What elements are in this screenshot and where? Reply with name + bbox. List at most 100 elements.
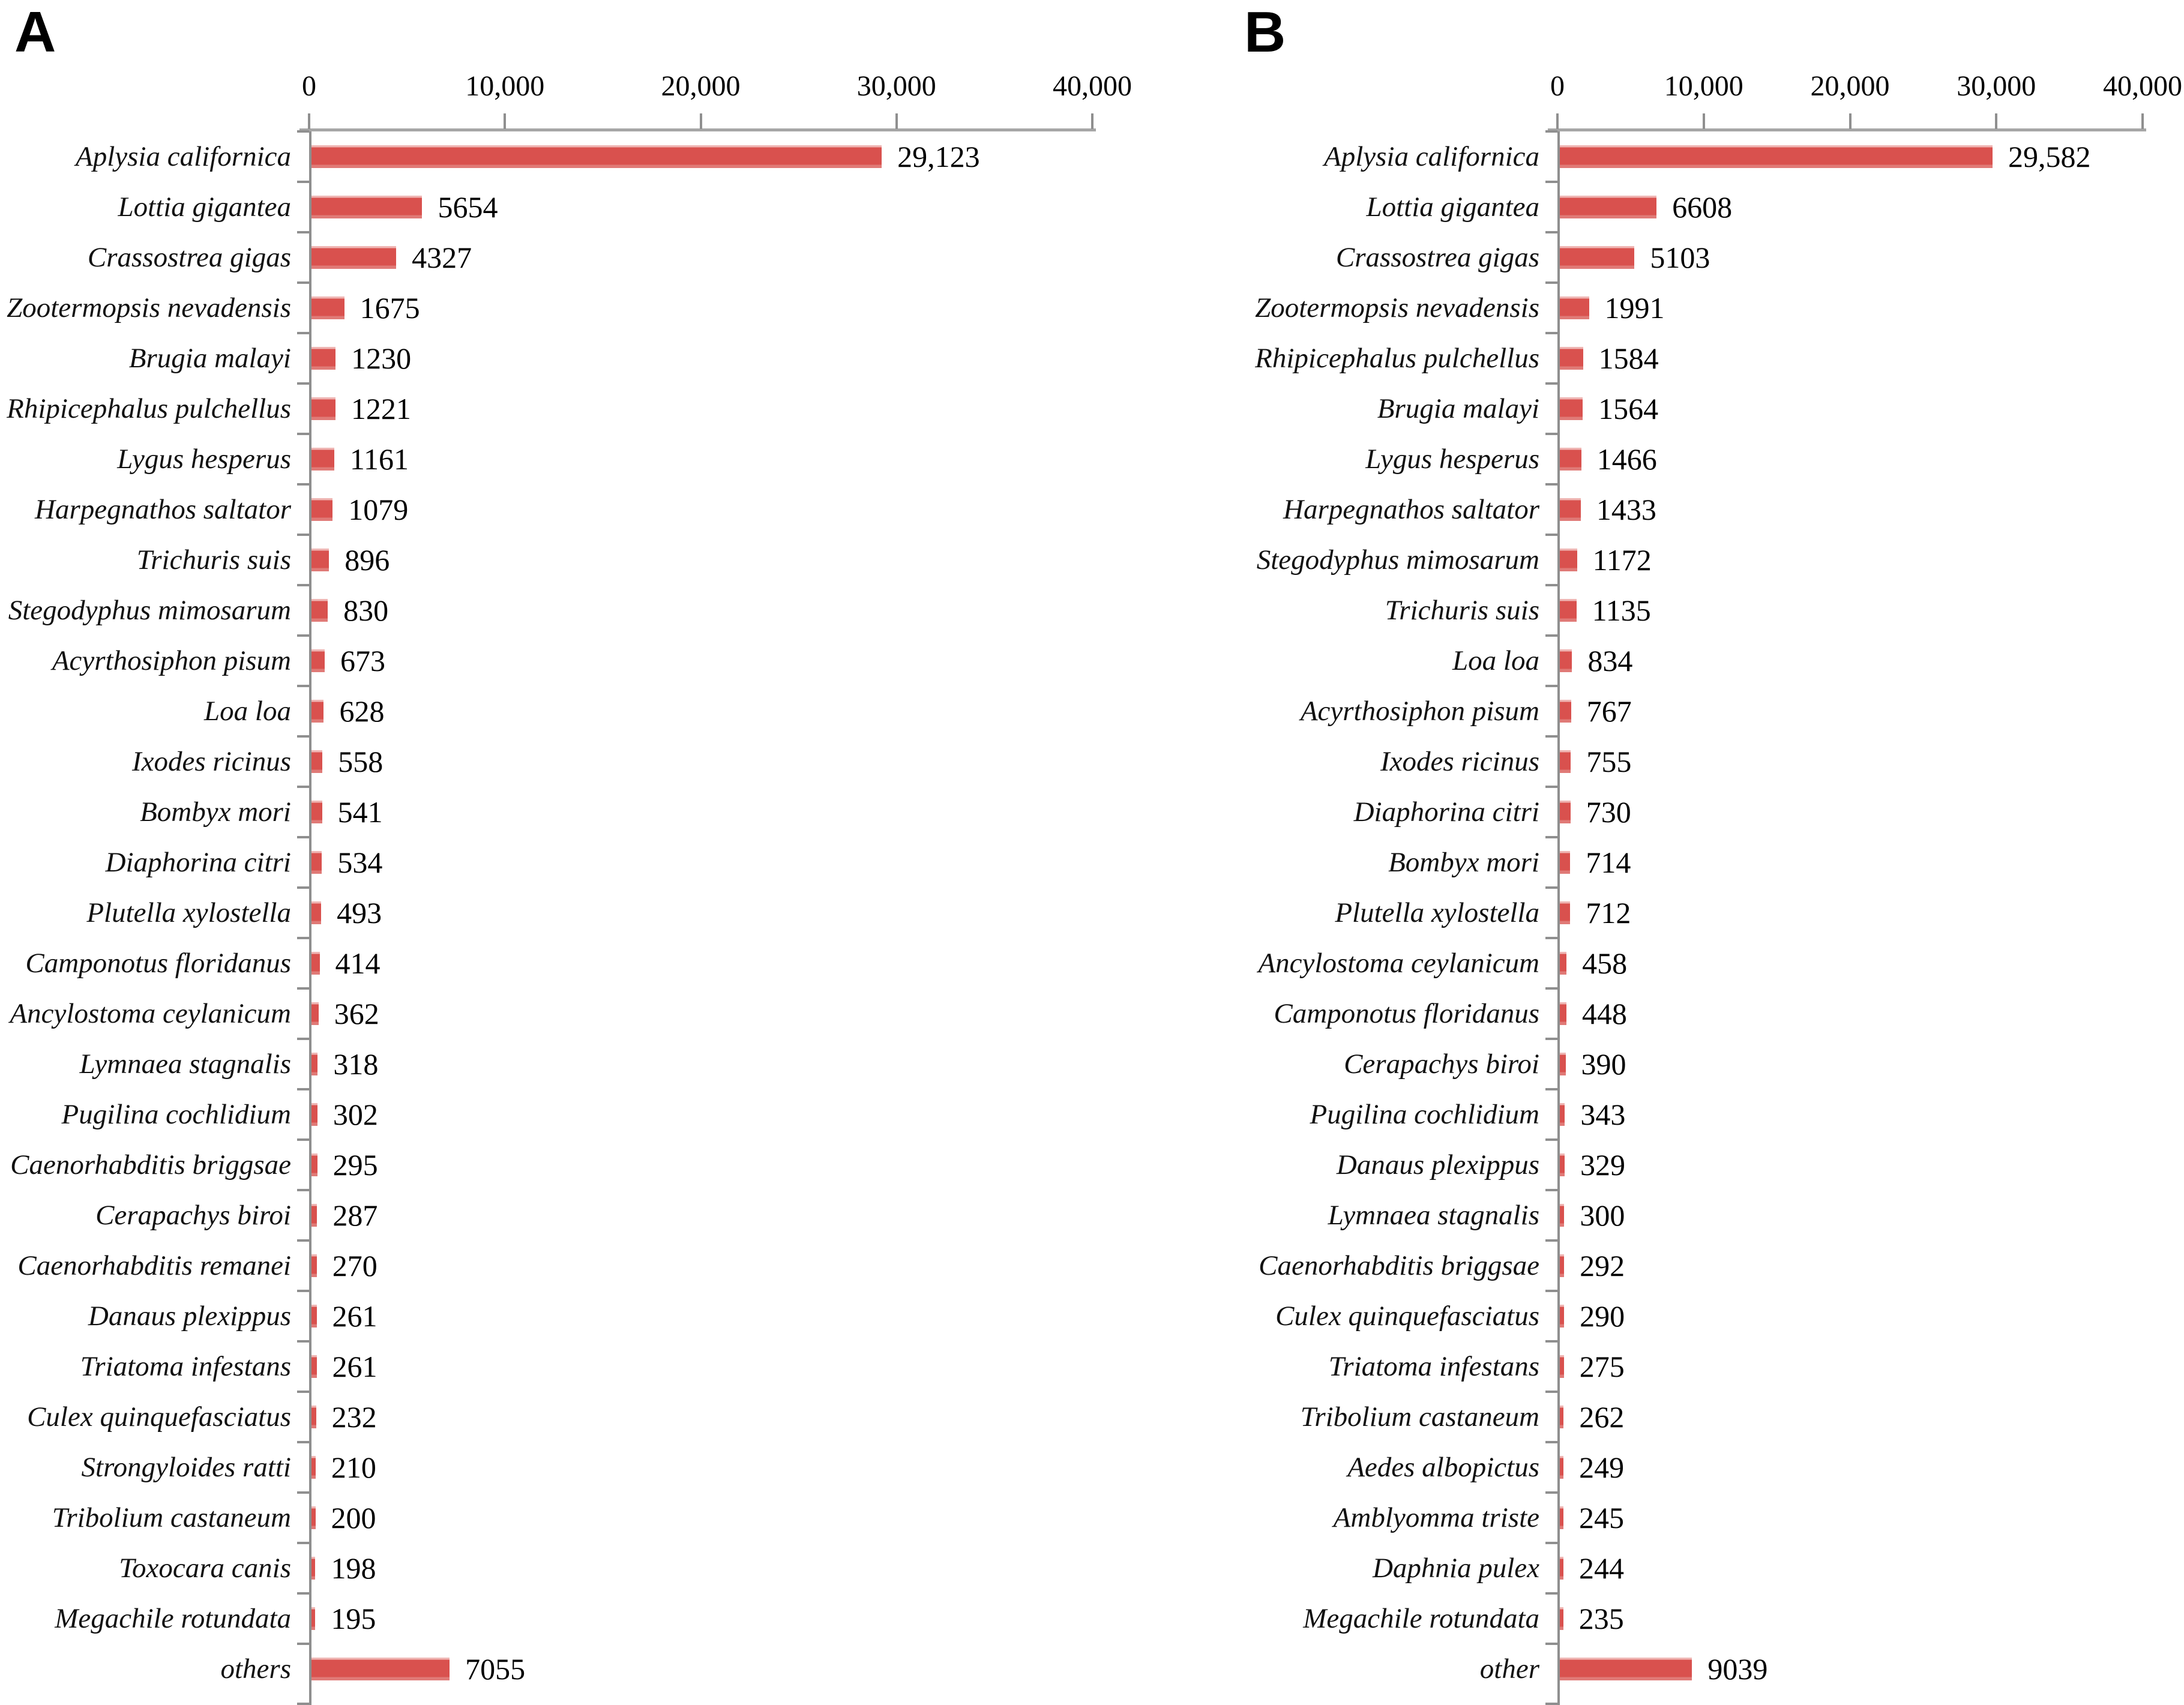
category-label: Ancylostoma ceylanicum [1258,948,1539,979]
category-label: Lottia gigantea [118,191,291,223]
category-label: others [220,1653,292,1685]
value-label: 541 [337,795,383,829]
category-label: Aplysia californica [76,141,291,172]
bar-row: 29,123 [297,130,1092,182]
bar-row: 714 [1545,836,2143,888]
category-label: Lymnaea stagnalis [79,1048,291,1080]
value-label: 362 [334,997,379,1030]
category-label: other [1479,1653,1539,1685]
bar [1560,196,1657,218]
bar [311,1406,316,1428]
bar [1560,347,1583,370]
value-label: 1675 [359,291,420,325]
bar-row: 292 [1545,1239,2143,1291]
x-tick-mark [1556,113,1559,129]
bar [1560,1506,1563,1529]
category-label: Daphnia pulex [1372,1553,1539,1584]
bar [1560,1305,1565,1328]
bar-row: 5103 [1545,231,2143,283]
category-label: Rhipicephalus pulchellus [1255,343,1539,374]
category-label: Megachile rotundata [55,1603,291,1634]
bar-row: 448 [1545,987,2143,1039]
value-label: 245 [1578,1501,1624,1535]
x-tick-label: 10,000 [1664,70,1743,102]
category-labels-column-b: Aplysia californica Lottia gigantea Crasso… [1092,8,1557,1694]
bar-chart-b: Aplysia californica Lottia gigantea Crasso… [1092,8,2184,1705]
bar-row: 318 [297,1038,1092,1089]
bar [311,1557,316,1580]
bar [311,1506,316,1529]
bar [1560,952,1567,975]
bar [1560,448,1581,471]
bar-row: 343 [1545,1088,2143,1140]
bar-row: 244 [1545,1542,2143,1593]
category-label: Pugilina cochlidium [1310,1099,1539,1130]
category-label: Brugia malayi [128,343,291,374]
value-label: 1230 [351,341,412,375]
category-label: Lymnaea stagnalis [1328,1200,1539,1231]
value-label: 714 [1586,846,1631,879]
category-label: Acyrthosiphon pisum [52,645,291,676]
bar-row: 245 [1545,1491,2143,1543]
category-label: Danaus plexippus [1336,1149,1539,1180]
bar [311,347,336,370]
bar-row: 1991 [1545,281,2143,333]
bar [1560,1658,1692,1680]
bar-row: 362 [297,987,1092,1039]
x-tick-mark [1995,113,1998,129]
x-tick-label: 20,000 [661,70,741,102]
bar-row: 1230 [297,332,1092,383]
value-label: 1584 [1598,341,1659,375]
category-label: Tribolium castaneum [1300,1401,1539,1433]
bar [1560,901,1571,924]
value-label: 1161 [349,442,409,476]
value-label: 730 [1586,795,1631,829]
bar [1560,1103,1565,1126]
y-axis-end-tick [1545,1703,1557,1705]
x-tick-label: 30,000 [856,70,936,102]
bar [311,246,397,269]
value-label: 29,582 [2008,140,2091,173]
category-label: Aplysia californica [1324,141,1539,172]
category-label: Cerapachys biroi [1344,1048,1539,1080]
bar-row: 1079 [297,483,1092,535]
bar [1560,801,1571,823]
bar [311,1002,319,1025]
bar [311,196,423,218]
category-label: Zootermopsis nevadensis [1255,292,1539,323]
bar-row: 275 [1545,1340,2143,1392]
value-label: 329 [1580,1148,1626,1182]
category-label: Ixodes ricinus [132,746,291,777]
value-label: 534 [337,846,383,879]
x-tick-label: 0 [302,70,316,102]
x-tick-mark [308,113,310,129]
value-label: 244 [1578,1551,1624,1585]
value-label: 673 [340,644,385,678]
category-labels-column-a: Aplysia californica Lottia gigantea Crasso… [0,8,309,1694]
bar [311,397,335,420]
category-label: Lottia gigantea [1366,191,1539,223]
bar [311,952,320,975]
bar [311,498,333,521]
bar-row: 390 [1545,1038,2143,1089]
bar [1560,397,1583,420]
bar [311,901,322,924]
value-label: 195 [331,1602,376,1635]
bar [311,1053,318,1075]
category-label: Lygus hesperus [1365,444,1539,475]
bar-row: 1584 [1545,332,2143,383]
category-label: Cerapachys biroi [95,1200,291,1231]
bar [1560,851,1571,874]
bar-row: 232 [297,1391,1092,1442]
category-label: Culex quinquefasciatus [27,1401,291,1433]
category-label: Caenorhabditis briggsae [10,1149,291,1180]
value-label: 232 [331,1400,377,1434]
bar-row: 195 [297,1592,1092,1644]
x-tick-mark [2141,113,2144,129]
category-label: Rhipicephalus pulchellus [7,393,291,424]
bar-row: 1466 [1545,433,2143,484]
bar-row: 534 [297,836,1092,888]
value-label: 261 [332,1350,378,1383]
bar-row: 1172 [1545,534,2143,585]
